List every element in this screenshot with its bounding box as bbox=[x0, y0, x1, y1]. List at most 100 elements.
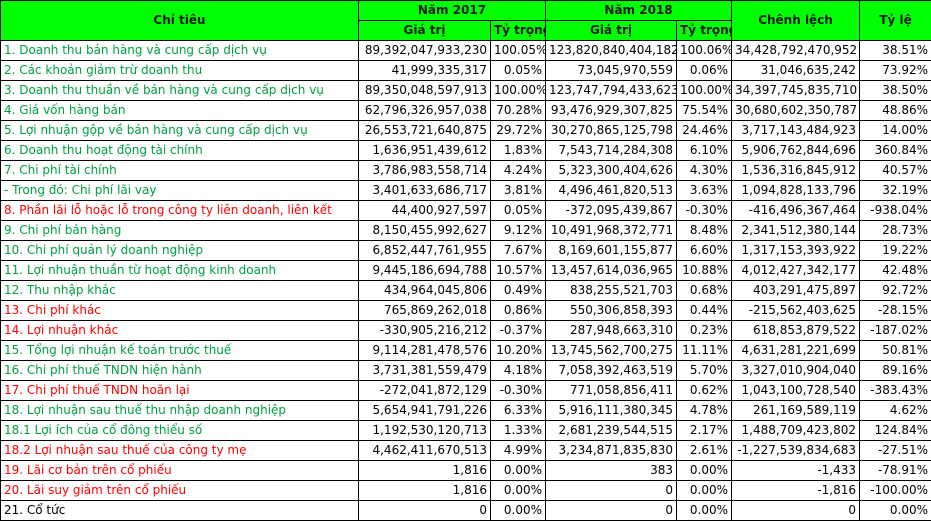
value-cell: 41,999,335,317 bbox=[358, 60, 491, 81]
table-row: 19. Lãi cơ bản trên cổ phiếu 1,816 0.00% 38… bbox=[0, 460, 931, 481]
value-cell: 4.18% bbox=[489, 360, 547, 381]
value-cell: 89.16% bbox=[859, 360, 931, 381]
indicator-label: 21. Cổ tức bbox=[0, 500, 359, 521]
value-cell: 4,462,411,670,513 bbox=[358, 440, 491, 461]
value-cell: -1,816 bbox=[731, 480, 861, 501]
value-cell: 0.00% bbox=[676, 480, 733, 501]
value-cell: 6.33% bbox=[489, 400, 547, 421]
value-cell: -1,433 bbox=[731, 460, 861, 481]
value-cell: 29.72% bbox=[489, 120, 547, 141]
value-cell: -0.37% bbox=[489, 320, 547, 341]
value-cell: 7.67% bbox=[489, 240, 547, 261]
table-row: 16. Chi phí thuế TNDN hiện hành 3,731,381… bbox=[0, 360, 931, 381]
value-cell: 11.11% bbox=[676, 340, 733, 361]
value-cell: 100.00% bbox=[676, 80, 733, 101]
indicator-label: 15. Tổng lợi nhuận kế toán trước thuế bbox=[0, 340, 359, 361]
value-cell: 7,058,392,463,519 bbox=[545, 360, 678, 381]
value-cell: 62,796,326,957,038 bbox=[358, 100, 491, 121]
value-cell: 10.88% bbox=[676, 260, 733, 281]
value-cell: 403,291,475,897 bbox=[731, 280, 861, 301]
value-cell: 7,543,714,284,308 bbox=[545, 140, 678, 161]
value-cell: 1,536,316,845,912 bbox=[731, 160, 861, 181]
value-cell: 0.68% bbox=[676, 280, 733, 301]
value-cell: 3,731,381,559,479 bbox=[358, 360, 491, 381]
value-cell: 30,680,602,350,787 bbox=[731, 100, 861, 121]
indicator-label: 1. Doanh thu bán hàng và cung cấp dịch v… bbox=[0, 40, 359, 61]
header-cell: Tỷ lệ bbox=[859, 0, 931, 41]
value-cell: 1,094,828,133,796 bbox=[731, 180, 861, 201]
value-cell: 8,169,601,155,877 bbox=[545, 240, 678, 261]
indicator-label: 10. Chi phí quản lý doanh nghiệp bbox=[0, 240, 359, 261]
value-cell: 34,397,745,835,710 bbox=[731, 80, 861, 101]
value-cell: 6.60% bbox=[676, 240, 733, 261]
table-row: 18.2 Lợi nhuận sau thuế của công ty mẹ 4,… bbox=[0, 440, 931, 461]
value-cell: -187.02% bbox=[859, 320, 931, 341]
value-cell: 550,306,858,393 bbox=[545, 300, 678, 321]
value-cell: 100.06% bbox=[676, 40, 733, 61]
value-cell: 14.00% bbox=[859, 120, 931, 141]
value-cell: 4.78% bbox=[676, 400, 733, 421]
indicator-label: - Trong đó: Chi phí lãi vay bbox=[0, 180, 359, 201]
header-row: Giá trị Tỷ trọng Giá trị Tỷ trọng bbox=[1, 20, 931, 41]
header-cell: Tỷ trọng bbox=[489, 20, 547, 41]
value-cell: 48.86% bbox=[859, 100, 931, 121]
value-cell: -1,227,539,834,683 bbox=[731, 440, 861, 461]
value-cell: 9,445,186,694,788 bbox=[358, 260, 491, 281]
value-cell: 2,341,512,380,144 bbox=[731, 220, 861, 241]
value-cell: 6.10% bbox=[676, 140, 733, 161]
table-row: 18.1 Lợi ích của cổ đông thiểu số 1,192,5… bbox=[0, 420, 931, 441]
value-cell: 19.22% bbox=[859, 240, 931, 261]
value-cell: 434,964,045,806 bbox=[358, 280, 491, 301]
value-cell: 4,496,461,820,513 bbox=[545, 180, 678, 201]
value-cell: 765,869,262,018 bbox=[358, 300, 491, 321]
table-row: 12. Thu nhập khác 434,964,045,806 0.49% 838… bbox=[0, 280, 931, 301]
value-cell: 360.84% bbox=[859, 140, 931, 161]
indicator-label: 2. Các khoản giảm trừ doanh thu bbox=[0, 60, 359, 81]
value-cell: 93,476,929,307,825 bbox=[545, 100, 678, 121]
value-cell: -0.30% bbox=[676, 200, 733, 221]
table-row: 10. Chi phí quản lý doanh nghiệp 6,852,44… bbox=[0, 240, 931, 261]
table-body: 1. Doanh thu bán hàng và cung cấp dịch v… bbox=[0, 40, 931, 521]
value-cell: 618,853,879,522 bbox=[731, 320, 861, 341]
indicator-label: 3. Doanh thu thuần về bán hàng và cung c… bbox=[0, 80, 359, 101]
value-cell: 8,150,455,992,627 bbox=[358, 220, 491, 241]
value-cell: 50.81% bbox=[859, 340, 931, 361]
value-cell: -372,095,439,867 bbox=[545, 200, 678, 221]
value-cell: 89,350,048,597,913 bbox=[358, 80, 491, 101]
table-row: 9. Chi phí bán hàng 8,150,455,992,627 9.12… bbox=[0, 220, 931, 241]
table-row: 8. Phần lãi lỗ hoặc lỗ trong công ty liê… bbox=[0, 200, 931, 221]
indicator-label: 4. Giá vốn hàng bán bbox=[0, 100, 359, 121]
value-cell: 0.00% bbox=[489, 460, 547, 481]
value-cell: 26,553,721,640,875 bbox=[358, 120, 491, 141]
table-row: 7. Chi phí tài chính 3,786,983,558,714 4.2… bbox=[0, 160, 931, 181]
indicator-label: 12. Thu nhập khác bbox=[0, 280, 359, 301]
value-cell: -28.15% bbox=[859, 300, 931, 321]
value-cell: 4.24% bbox=[489, 160, 547, 181]
header-cell: Tỷ trọng bbox=[676, 20, 733, 41]
value-cell: 5,654,941,791,226 bbox=[358, 400, 491, 421]
header-cell: Chỉ tiêu bbox=[0, 0, 359, 41]
value-cell: 70.28% bbox=[489, 100, 547, 121]
indicator-label: 11. Lợi nhuận thuần từ hoạt động kinh do… bbox=[0, 260, 359, 281]
table-row: 20. Lãi suy giảm trên cổ phiếu 1,816 0.00%… bbox=[0, 480, 931, 501]
header-cell: Năm 2017 bbox=[357, 0, 547, 21]
table-row: 17. Chi phí thuế TNDN hoãn lại -272,041,8… bbox=[0, 380, 931, 401]
value-cell: 5,323,300,404,626 bbox=[545, 160, 678, 181]
value-cell: -272,041,872,129 bbox=[358, 380, 491, 401]
value-cell: -330,905,216,212 bbox=[358, 320, 491, 341]
value-cell: -215,562,403,625 bbox=[731, 300, 861, 321]
value-cell: 0.49% bbox=[489, 280, 547, 301]
value-cell: 10.57% bbox=[489, 260, 547, 281]
value-cell: 771,058,856,411 bbox=[545, 380, 678, 401]
value-cell: 3,717,143,484,923 bbox=[731, 120, 861, 141]
value-cell: 0.00% bbox=[676, 500, 733, 521]
indicator-label: 5. Lợi nhuận gộp về bán hàng và cung cấp… bbox=[0, 120, 359, 141]
header-cell: Giá trị bbox=[358, 20, 491, 41]
value-cell: 38.51% bbox=[859, 40, 931, 61]
table-row: 11. Lợi nhuận thuần từ hoạt động kinh do… bbox=[0, 260, 931, 281]
value-cell: 10.20% bbox=[489, 340, 547, 361]
value-cell: 24.46% bbox=[676, 120, 733, 141]
indicator-label: 7. Chi phí tài chính bbox=[0, 160, 359, 181]
